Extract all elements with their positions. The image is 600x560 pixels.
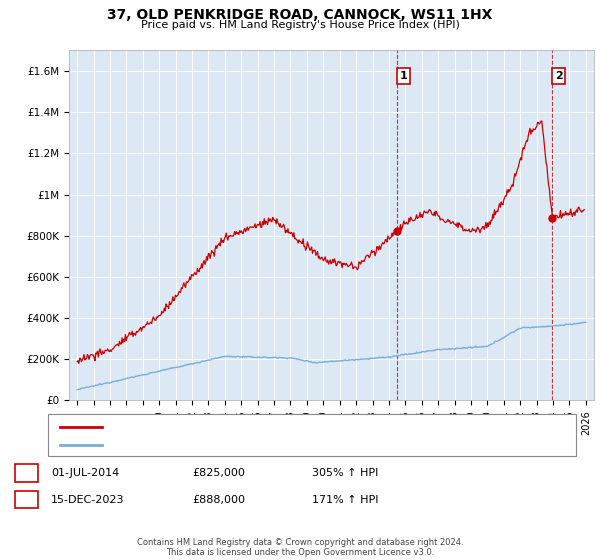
Text: Price paid vs. HM Land Registry's House Price Index (HPI): Price paid vs. HM Land Registry's House … (140, 20, 460, 30)
Text: HPI: Average price, detached house, Cannock Chase: HPI: Average price, detached house, Cann… (108, 440, 369, 450)
Text: 171% ↑ HPI: 171% ↑ HPI (312, 494, 379, 505)
Text: 2: 2 (555, 71, 563, 81)
Text: 2: 2 (23, 494, 30, 505)
Text: 01-JUL-2014: 01-JUL-2014 (51, 468, 119, 478)
Text: £888,000: £888,000 (192, 494, 245, 505)
Text: 15-DEC-2023: 15-DEC-2023 (51, 494, 125, 505)
Text: 37, OLD PENKRIDGE ROAD, CANNOCK, WS11 1HX: 37, OLD PENKRIDGE ROAD, CANNOCK, WS11 1H… (107, 8, 493, 22)
Text: 305% ↑ HPI: 305% ↑ HPI (312, 468, 379, 478)
Text: 1: 1 (23, 468, 30, 478)
Text: 37, OLD PENKRIDGE ROAD, CANNOCK, WS11 1HX (detached house): 37, OLD PENKRIDGE ROAD, CANNOCK, WS11 1H… (108, 422, 447, 432)
Text: Contains HM Land Registry data © Crown copyright and database right 2024.
This d: Contains HM Land Registry data © Crown c… (137, 538, 463, 557)
Text: 1: 1 (400, 71, 407, 81)
Text: £825,000: £825,000 (192, 468, 245, 478)
